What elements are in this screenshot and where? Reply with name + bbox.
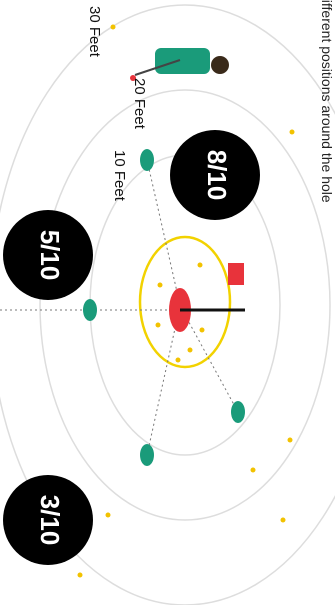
ring-30	[0, 4, 335, 605]
target-zone	[138, 235, 232, 369]
rate-label: 3/10	[35, 495, 65, 546]
ring-label: 10 Feet	[111, 150, 128, 202]
ring-20	[39, 89, 331, 521]
rate-label: 5/10	[35, 230, 65, 281]
golfer	[130, 48, 229, 81]
ring-label: 30 Feet	[86, 6, 103, 58]
putt-lines	[0, 159, 239, 456]
dots	[34, 24, 295, 578]
balls	[83, 149, 245, 466]
caption: different positions around the hole	[319, 0, 335, 203]
ring-label: 20 Feet	[131, 78, 148, 130]
rate-label: 8/10	[202, 150, 232, 201]
flag	[228, 263, 244, 285]
badges	[3, 130, 260, 565]
